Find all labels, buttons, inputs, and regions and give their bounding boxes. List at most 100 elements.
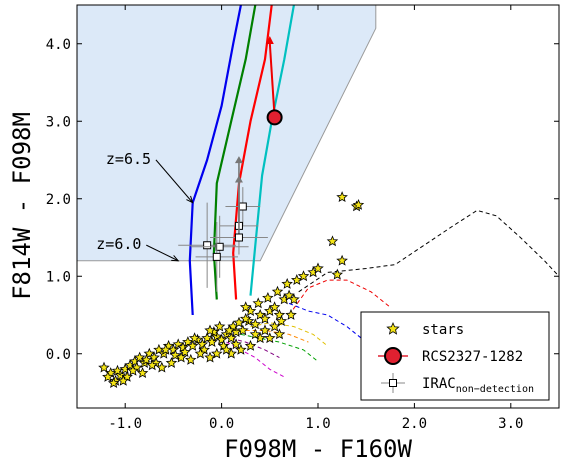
- star-point-7: [133, 351, 146, 363]
- star-point-79: [175, 351, 187, 363]
- annotation-text-1: z=6.0: [96, 235, 141, 253]
- star-point-97: [263, 332, 276, 344]
- star-point-65: [326, 235, 339, 247]
- x-axis-label: F098M - F160W: [224, 435, 412, 463]
- stars-layer: [98, 191, 365, 389]
- y-axis-label: F814W - F098M: [8, 112, 36, 300]
- star-point-34: [159, 343, 172, 355]
- star-point-71: [244, 339, 257, 351]
- target-point: [266, 109, 283, 126]
- star-point-48: [268, 301, 281, 313]
- star-point-87: [249, 328, 262, 340]
- star-point-55: [252, 297, 264, 309]
- star-point-77: [194, 347, 207, 359]
- star-point-92: [223, 324, 236, 336]
- star-point-62: [312, 262, 324, 274]
- dashed-track-3: [250, 322, 328, 347]
- legend-target-icon: [384, 347, 402, 365]
- irac-point-2: [234, 233, 243, 242]
- star-point-37: [188, 332, 201, 344]
- y-tick-label-2: 2.0: [46, 192, 71, 208]
- annotations-layer: z=6.5 z=6.0: [96, 150, 194, 262]
- star-point-60: [297, 270, 310, 282]
- target-layer: [265, 36, 283, 126]
- star-point-28: [102, 370, 114, 382]
- y-tick-label-3: 3.0: [46, 114, 71, 130]
- star-point-64: [336, 254, 348, 266]
- star-point-26: [225, 332, 237, 344]
- star-point-36: [179, 346, 191, 358]
- star-point-29: [111, 364, 124, 376]
- star-point-85: [117, 374, 129, 386]
- legend-label-irac-sub: non−detection: [456, 384, 534, 395]
- legend-label-target: RCS2327-1282: [422, 349, 523, 365]
- star-point-46: [259, 312, 271, 324]
- star-point-76: [204, 351, 216, 363]
- target-arrow-shaft: [268, 42, 276, 118]
- star-point-52: [288, 293, 300, 305]
- x-tick-label-0: -1.0: [108, 416, 142, 432]
- irac-point-5: [212, 252, 221, 261]
- annotation-arrow-1: [146, 244, 179, 262]
- star-point-88: [259, 324, 271, 336]
- star-point-83: [136, 367, 149, 379]
- star-point-93: [213, 320, 226, 332]
- irac-arrow-head-2: [234, 175, 243, 183]
- y-tick-label-1: 1.0: [46, 269, 71, 285]
- star-point-63: [331, 268, 343, 280]
- star-point-18: [186, 339, 199, 351]
- star-point-24: [215, 333, 228, 345]
- redshift-track-2: [232, 5, 273, 300]
- irac-point-3: [203, 241, 212, 250]
- star-point-82: [146, 359, 158, 371]
- selection-region: [77, 5, 377, 262]
- dashed-track-7: [231, 337, 280, 359]
- star-point-32: [140, 353, 153, 365]
- star-point-81: [156, 361, 168, 373]
- star-point-74: [220, 343, 233, 355]
- star-point-73: [230, 338, 242, 350]
- star-point-95: [275, 315, 288, 327]
- star-point-78: [185, 353, 197, 365]
- dashed-track-1: [288, 279, 391, 316]
- y-tick-label-4: 4.0: [46, 37, 71, 53]
- star-point-94: [204, 324, 216, 336]
- star-point-59: [290, 274, 303, 286]
- star-point-70: [235, 343, 247, 355]
- annotation-arrow-0: [155, 159, 194, 203]
- star-point-54: [239, 301, 252, 313]
- star-point-98: [273, 328, 286, 340]
- dashed-track-2: [288, 302, 382, 355]
- star-point-0: [98, 361, 110, 373]
- x-tick-label-1: 0.0: [209, 416, 234, 432]
- y-tick-label-0: 0.0: [46, 347, 71, 363]
- target-arrow-head: [265, 36, 274, 44]
- star-point-96: [285, 308, 297, 320]
- star-point-90: [239, 312, 252, 324]
- legend-irac-icon: [389, 379, 397, 387]
- star-point-57: [271, 285, 284, 297]
- star-point-58: [281, 277, 293, 289]
- irac-points-layer: [178, 156, 268, 292]
- star-point-56: [262, 291, 274, 303]
- legend-label-irac-main: IRAC: [422, 376, 456, 392]
- legend: stars RCS2327-1282 IRACnon−detection: [360, 311, 550, 401]
- annotation-arrowhead-1: [171, 255, 180, 262]
- star-point-75: [211, 347, 223, 359]
- star-point-44: [249, 318, 262, 330]
- annotation-arrowhead-0: [186, 195, 194, 204]
- star-point-66: [336, 191, 348, 203]
- ticks-layer: -1.0 0.0 1.0 2.0 3.0 0.0 1.0 2.0 3.0 4.0: [46, 5, 559, 432]
- x-tick-label-3: 2.0: [402, 416, 427, 432]
- star-point-22: [206, 336, 218, 348]
- star-point-91: [233, 316, 245, 328]
- selection-region-layer: [77, 5, 377, 262]
- x-tick-label-2: 1.0: [305, 416, 330, 432]
- star-point-42: [237, 324, 249, 336]
- irac-arrow-head-1: [234, 156, 243, 164]
- dashed-track-4: [240, 333, 319, 362]
- star-point-80: [165, 357, 178, 368]
- star-point-84: [127, 364, 139, 376]
- annotation-text-0: z=6.5: [106, 150, 151, 168]
